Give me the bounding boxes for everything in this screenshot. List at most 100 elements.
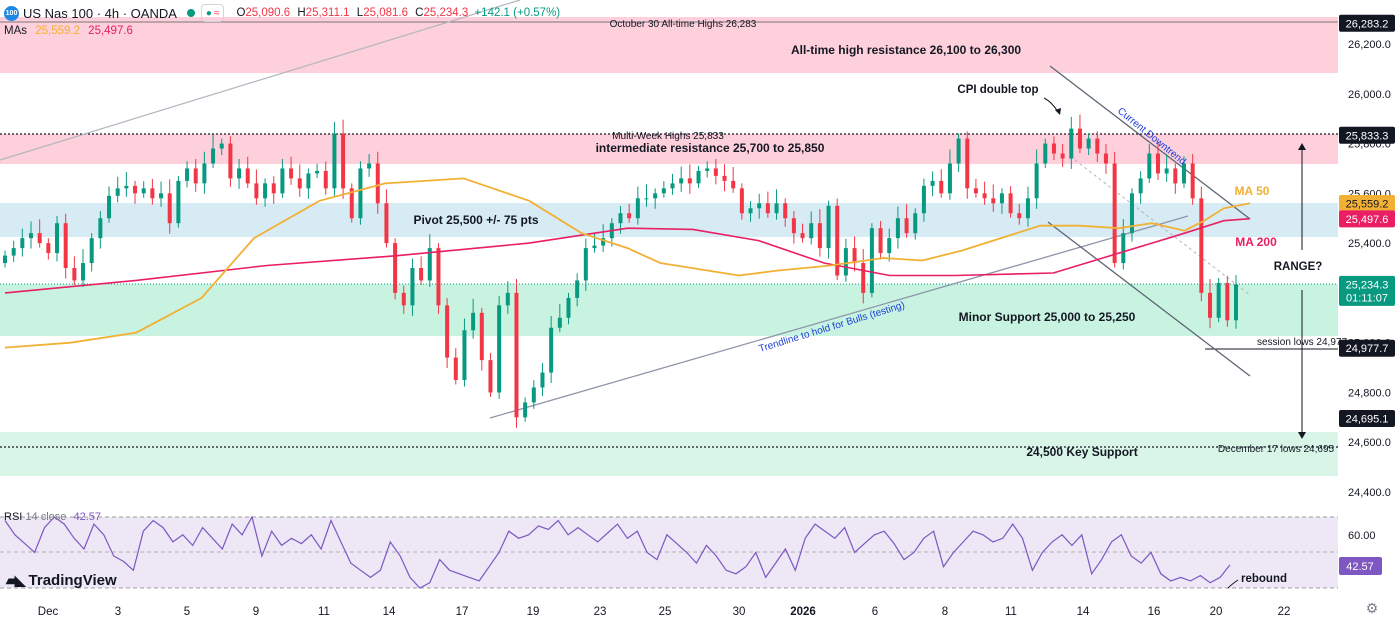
candle-body bbox=[375, 163, 380, 204]
candle-body bbox=[531, 387, 536, 403]
candle-body bbox=[705, 168, 710, 171]
ma200-line bbox=[4, 217, 1251, 294]
candle-body bbox=[549, 327, 554, 373]
tradingview-icon: ▰◣ bbox=[6, 572, 25, 588]
price-badge-text: 26,283.2 bbox=[1346, 18, 1389, 30]
price-axis[interactable]: 24,400.024,600.024,800.025,000.025,200.0… bbox=[1348, 39, 1391, 499]
candle-body bbox=[384, 203, 389, 244]
price-badge-text: 25,234.3 bbox=[1346, 279, 1389, 291]
range-label: RANGE? bbox=[1274, 261, 1323, 273]
candle-body bbox=[999, 193, 1004, 204]
candle-body bbox=[774, 203, 779, 214]
pivot-label: Pivot 25,500 +/- 75 pts bbox=[413, 213, 538, 227]
candle-body bbox=[98, 218, 103, 239]
candle-body bbox=[29, 233, 34, 239]
time-tick-label: 17 bbox=[456, 606, 469, 618]
candle-body bbox=[956, 138, 961, 164]
candle-body bbox=[523, 402, 528, 418]
mw-level-label: Multi-Week Highs 25,833 bbox=[612, 131, 724, 142]
candle-body bbox=[72, 268, 77, 281]
candle-body bbox=[991, 198, 996, 204]
candle-body bbox=[653, 193, 658, 199]
candle-body bbox=[237, 168, 242, 179]
price-tick-label: 24,600.0 bbox=[1348, 437, 1391, 449]
candle-body bbox=[1060, 153, 1065, 159]
tradingview-logo[interactable]: ▰◣ TradingView bbox=[6, 572, 117, 589]
candle-body bbox=[904, 218, 909, 234]
candle-body bbox=[635, 198, 640, 219]
candle-body bbox=[46, 243, 51, 254]
candle-body bbox=[627, 213, 632, 219]
candle-body bbox=[1095, 138, 1100, 154]
candle-body bbox=[601, 238, 606, 246]
time-tick-label: 16 bbox=[1148, 606, 1161, 618]
rsi-params: 14 close bbox=[25, 511, 67, 523]
candle-body bbox=[410, 268, 415, 306]
rsi-value: 42.57 bbox=[73, 511, 101, 523]
gear-icon[interactable]: ⚙ bbox=[1365, 600, 1379, 616]
bull-trendline bbox=[489, 215, 1189, 419]
symbol-header[interactable]: 100 US Nas 100 · 4h · OANDA ● ≈ O25,090.… bbox=[4, 4, 560, 22]
symbol-title[interactable]: US Nas 100 · 4h · OANDA bbox=[23, 5, 177, 21]
ohlc-values: O25,090.6 H25,311.1 L25,081.6 C25,234.3 … bbox=[236, 7, 561, 19]
mas-legend[interactable]: MAs 25,559.2 25,497.6 bbox=[4, 25, 133, 37]
time-tick-label: 3 bbox=[115, 606, 121, 618]
candle-body bbox=[757, 203, 762, 209]
candle-body bbox=[748, 208, 753, 214]
candle-body bbox=[505, 292, 510, 306]
ma200-value: 25,497.6 bbox=[88, 25, 133, 37]
candle-body bbox=[791, 218, 796, 234]
candle-body bbox=[878, 228, 883, 254]
downtrend-mid bbox=[1074, 159, 1251, 296]
candle-body bbox=[540, 372, 545, 388]
cpi-arrow-head bbox=[1055, 108, 1061, 115]
candle-body bbox=[869, 228, 874, 293]
candle-body bbox=[731, 180, 736, 189]
time-tick-label: 2026 bbox=[790, 606, 816, 618]
time-tick-label: 22 bbox=[1278, 606, 1291, 618]
symbol-logo-icon: 100 bbox=[4, 5, 19, 21]
rsi-badge-text: 42.57 bbox=[1346, 561, 1374, 573]
candle-body bbox=[835, 205, 840, 276]
price-badge-text: 24,695.1 bbox=[1346, 414, 1389, 426]
time-tick-label: 14 bbox=[383, 606, 396, 618]
time-tick-label: 23 bbox=[594, 606, 607, 618]
time-axis[interactable]: Dec 3 5 9 11 14 17 19 23 25 30 2026 6 8 11 14 16 20 22 bbox=[38, 606, 1291, 618]
candle-body bbox=[575, 280, 580, 298]
candle-body bbox=[1164, 168, 1169, 174]
time-tick-label: 14 bbox=[1077, 606, 1090, 618]
market-status-icon[interactable] bbox=[186, 9, 195, 17]
candle-body bbox=[150, 188, 155, 199]
candle-body bbox=[1190, 163, 1195, 199]
candle-body bbox=[297, 178, 302, 189]
candle-body bbox=[176, 180, 181, 224]
candle-body bbox=[358, 168, 363, 219]
candle-body bbox=[393, 243, 398, 293]
candle-body bbox=[826, 205, 831, 249]
candle-body bbox=[1216, 282, 1221, 318]
candle-body bbox=[306, 173, 311, 189]
candle-body bbox=[1051, 143, 1056, 154]
downtrend-lower bbox=[1047, 221, 1251, 377]
zone-key-support bbox=[0, 432, 1338, 476]
dec17-label: December 17 lows 24,695 bbox=[1218, 444, 1335, 455]
rsi-legend[interactable]: RSI 14 close 42.57 bbox=[4, 511, 101, 523]
candle-body bbox=[661, 188, 666, 194]
candle-body bbox=[263, 183, 268, 199]
tick-icon: ● bbox=[205, 7, 212, 19]
time-tick-label: 5 bbox=[184, 606, 190, 618]
range-arrow-up-head bbox=[1298, 143, 1306, 150]
candle-body bbox=[861, 263, 866, 293]
time-tick-label: 6 bbox=[872, 606, 878, 618]
candle-body bbox=[20, 238, 25, 249]
time-tick-label: Dec bbox=[38, 606, 59, 618]
candle-body bbox=[895, 218, 900, 239]
price-badge bbox=[1339, 410, 1395, 428]
candle-body bbox=[817, 223, 822, 249]
indicator-chip[interactable]: ● ≈ bbox=[200, 4, 225, 22]
candle-body bbox=[115, 188, 120, 196]
candle-body bbox=[341, 133, 346, 189]
time-tick-label: 11 bbox=[318, 606, 330, 618]
